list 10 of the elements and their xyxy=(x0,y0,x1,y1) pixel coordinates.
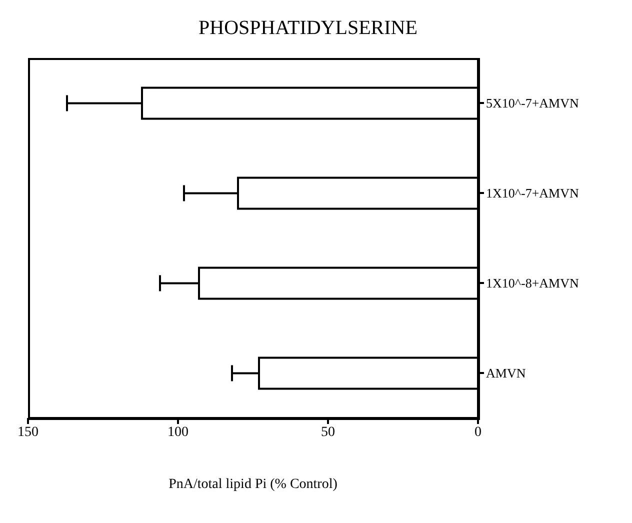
x-axis-title: PnA/total lipid Pi (% Control) xyxy=(168,477,338,492)
x-tick-label: 150 xyxy=(18,424,38,440)
y-tick-label: 1X10^-8+AMVN xyxy=(486,276,580,291)
x-tick-label: 0 xyxy=(474,424,482,440)
y-tick-label: 1X10^-7+AMVN xyxy=(486,186,580,201)
y-tick-label: 5X10^-7+AMVN xyxy=(486,96,580,111)
y-tick-label: AMVN xyxy=(486,366,526,381)
x-tick-label: 100 xyxy=(168,424,188,440)
x-tick-label: 50 xyxy=(321,424,335,440)
chart-title: PHOSPHATIDYLSERINE xyxy=(198,16,418,41)
